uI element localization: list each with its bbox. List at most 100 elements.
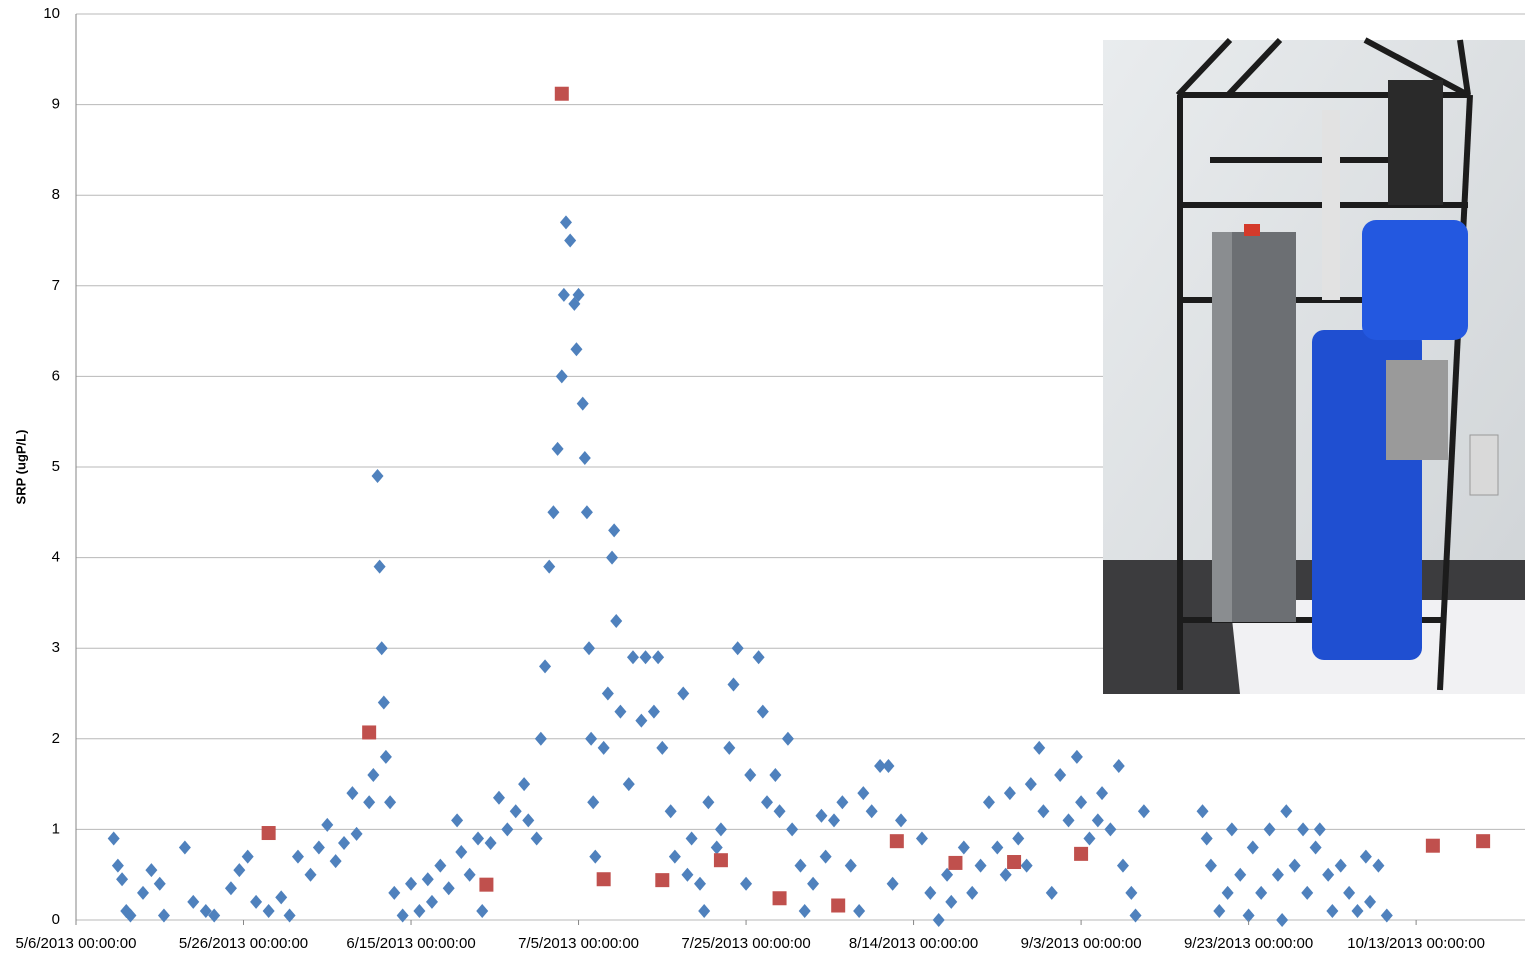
data-point xyxy=(1280,804,1293,819)
data-point xyxy=(1301,885,1314,900)
data-point xyxy=(472,831,485,846)
data-point xyxy=(116,872,129,887)
data-point xyxy=(807,876,820,891)
data-point xyxy=(1125,885,1138,900)
x-tick-label: 6/15/2013 00:00:00 xyxy=(346,935,475,952)
data-point xyxy=(769,768,782,783)
data-point xyxy=(1425,838,1440,853)
data-point xyxy=(1309,840,1322,855)
data-point xyxy=(723,740,736,755)
data-point xyxy=(1322,867,1335,882)
data-point xyxy=(1271,867,1284,882)
data-point xyxy=(614,704,627,719)
data-point xyxy=(442,881,455,896)
data-point xyxy=(1112,758,1125,773)
y-tick-label: 1 xyxy=(52,820,60,837)
data-point xyxy=(554,86,569,101)
data-point xyxy=(836,795,849,810)
data-point xyxy=(1343,885,1356,900)
data-point xyxy=(1380,908,1393,923)
data-point xyxy=(889,834,904,849)
data-point xyxy=(262,903,275,918)
data-point xyxy=(794,858,807,873)
data-point xyxy=(484,835,497,850)
data-point xyxy=(668,849,681,864)
data-point xyxy=(534,731,547,746)
data-point xyxy=(241,849,254,864)
data-point xyxy=(557,287,570,302)
data-point xyxy=(1070,749,1083,764)
data-point xyxy=(363,795,376,810)
data-point xyxy=(773,804,786,819)
data-point xyxy=(865,804,878,819)
y-tick-label: 2 xyxy=(52,730,60,747)
x-tick-label: 5/26/2013 00:00:00 xyxy=(179,935,308,952)
data-point xyxy=(948,855,963,870)
data-point xyxy=(551,441,564,456)
data-point xyxy=(1276,913,1289,927)
data-point xyxy=(957,840,970,855)
data-point xyxy=(576,396,589,411)
data-point xyxy=(555,369,568,384)
data-point xyxy=(1074,846,1089,861)
data-point xyxy=(886,876,899,891)
data-point xyxy=(559,215,572,230)
x-tick-label: 7/25/2013 00:00:00 xyxy=(681,935,810,952)
data-point xyxy=(635,713,648,728)
marks xyxy=(107,86,1491,927)
data-point xyxy=(601,686,614,701)
data-point xyxy=(772,891,787,906)
y-tick-label: 7 xyxy=(52,277,60,294)
data-point xyxy=(744,768,757,783)
data-point xyxy=(941,867,954,882)
data-point xyxy=(208,908,221,923)
data-point xyxy=(608,523,621,538)
data-point xyxy=(518,777,531,792)
data-point xyxy=(932,913,945,927)
data-point xyxy=(1116,858,1129,873)
x-tick-label: 9/3/2013 00:00:00 xyxy=(1021,935,1142,952)
data-point xyxy=(1359,849,1372,864)
data-point xyxy=(564,233,577,248)
data-point xyxy=(434,858,447,873)
data-point xyxy=(882,758,895,773)
data-point xyxy=(664,804,677,819)
data-point xyxy=(145,863,158,878)
data-point xyxy=(1024,777,1037,792)
data-point xyxy=(583,641,596,656)
data-point xyxy=(1225,822,1238,837)
data-point xyxy=(1003,786,1016,801)
data-point xyxy=(1326,903,1339,918)
data-point xyxy=(610,614,623,629)
y-tick-label: 6 xyxy=(52,367,60,384)
data-point xyxy=(479,877,494,892)
data-point xyxy=(501,822,514,837)
data-point xyxy=(224,881,237,896)
data-point xyxy=(107,831,120,846)
x-tick-label: 8/14/2013 00:00:00 xyxy=(849,935,978,952)
data-point xyxy=(275,890,288,905)
data-point xyxy=(626,650,639,665)
data-point xyxy=(455,845,468,860)
y-tick-label: 10 xyxy=(43,5,60,22)
data-point xyxy=(702,795,715,810)
data-point xyxy=(1372,858,1385,873)
data-point xyxy=(587,795,600,810)
data-point xyxy=(1334,858,1347,873)
data-point xyxy=(250,894,263,909)
data-point xyxy=(1045,885,1058,900)
data-point xyxy=(1012,831,1025,846)
data-point xyxy=(713,853,728,868)
data-point xyxy=(572,287,585,302)
data-point xyxy=(1242,908,1255,923)
y-tick-label: 9 xyxy=(52,96,60,113)
y-tick-label: 8 xyxy=(52,186,60,203)
data-point xyxy=(1033,740,1046,755)
data-point xyxy=(373,559,386,574)
data-point xyxy=(492,790,505,805)
data-point xyxy=(853,903,866,918)
data-point xyxy=(589,849,602,864)
data-point xyxy=(543,559,556,574)
data-point xyxy=(966,885,979,900)
data-point xyxy=(585,731,598,746)
